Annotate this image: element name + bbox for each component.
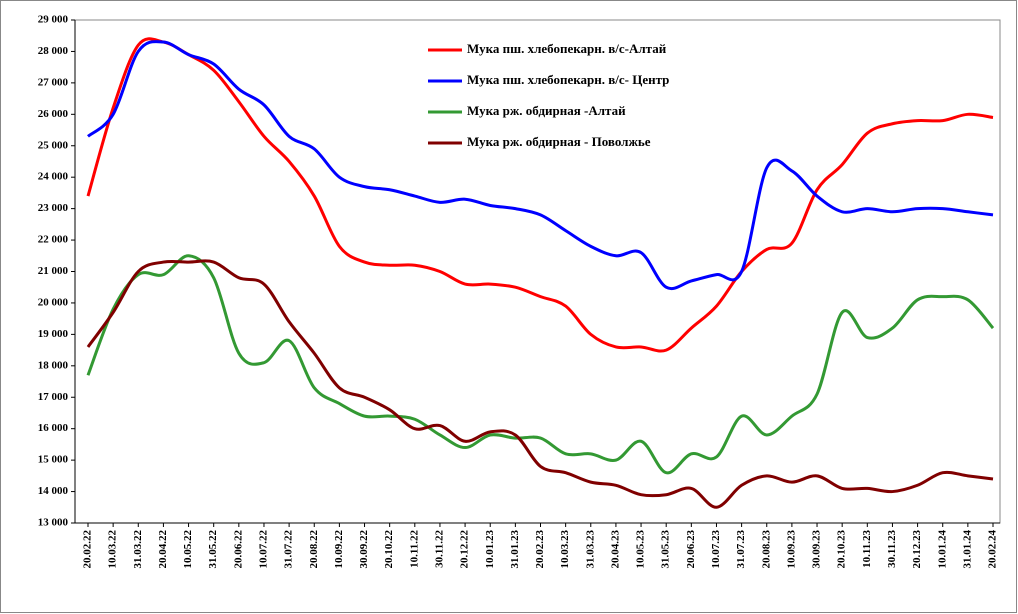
y-tick-label: 24 000 bbox=[38, 171, 69, 183]
x-tick-label: 31.01.23 bbox=[509, 530, 521, 569]
x-tick-label: 10.05.23 bbox=[635, 530, 647, 569]
x-tick-label: 20.06.22 bbox=[232, 530, 244, 569]
x-tick-label: 20.04.22 bbox=[157, 530, 169, 569]
x-tick-label: 20.12.23 bbox=[911, 530, 923, 569]
x-tick-label: 31.03.22 bbox=[132, 530, 144, 569]
x-tick-label: 10.09.23 bbox=[785, 530, 797, 569]
legend-label: Мука пш. хлебопекарн. в/с- Центр bbox=[467, 72, 669, 87]
x-tick-label: 31.07.22 bbox=[283, 530, 295, 569]
y-tick-label: 25 000 bbox=[38, 139, 69, 151]
y-tick-label: 19 000 bbox=[38, 328, 69, 340]
x-tick-label: 31.03.23 bbox=[584, 530, 596, 569]
x-tick-label: 30.11.22 bbox=[433, 530, 445, 568]
x-tick-label: 10.11.23 bbox=[861, 530, 873, 568]
y-tick-label: 17 000 bbox=[38, 391, 69, 403]
x-tick-label: 20.06.23 bbox=[685, 530, 697, 569]
y-tick-label: 22 000 bbox=[38, 234, 69, 246]
x-tick-label: 31.05.22 bbox=[207, 530, 219, 569]
x-tick-label: 31.05.23 bbox=[660, 530, 672, 569]
x-tick-label: 10.09.22 bbox=[333, 530, 345, 569]
y-tick-label: 15 000 bbox=[38, 454, 69, 466]
x-tick-label: 30.09.22 bbox=[358, 530, 370, 569]
x-tick-label: 20.12.22 bbox=[459, 530, 471, 569]
y-tick-label: 13 000 bbox=[38, 517, 69, 529]
y-tick-label: 28 000 bbox=[38, 45, 69, 57]
x-tick-label: 10.01.24 bbox=[936, 530, 948, 569]
legend-label: Мука рж. обдирная -Алтай bbox=[467, 103, 626, 118]
x-tick-label: 10.03.22 bbox=[107, 530, 119, 569]
series-line bbox=[86, 254, 995, 475]
legend-label: Мука рж. обдирная - Поволжье bbox=[467, 134, 651, 149]
x-tick-label: 10.07.22 bbox=[258, 530, 270, 569]
x-tick-label: 20.02.23 bbox=[534, 530, 546, 569]
x-tick-label: 20.04.23 bbox=[609, 530, 621, 569]
x-tick-label: 20.10.23 bbox=[836, 530, 848, 569]
x-tick-label: 10.11.22 bbox=[408, 530, 420, 568]
x-tick-label: 20.02.24 bbox=[987, 530, 999, 569]
y-tick-label: 23 000 bbox=[38, 202, 69, 214]
y-tick-label: 18 000 bbox=[38, 359, 69, 371]
series-line bbox=[86, 259, 994, 509]
x-tick-label: 10.05.22 bbox=[182, 530, 194, 569]
x-tick-label: 30.11.23 bbox=[886, 530, 898, 568]
y-tick-label: 26 000 bbox=[38, 108, 69, 120]
series-line bbox=[87, 40, 994, 291]
x-tick-label: 10.07.23 bbox=[710, 530, 722, 569]
y-tick-label: 14 000 bbox=[38, 485, 69, 497]
legend-label: Мука пш. хлебопекарн. в/с-Алтай bbox=[467, 41, 667, 56]
x-tick-label: 20.02.22 bbox=[82, 530, 94, 569]
x-tick-label: 10.03.23 bbox=[559, 530, 571, 569]
y-tick-label: 16 000 bbox=[38, 422, 69, 434]
x-tick-label: 31.01.24 bbox=[961, 530, 973, 569]
y-tick-label: 20 000 bbox=[38, 296, 69, 308]
x-tick-label: 20.08.22 bbox=[308, 530, 320, 569]
series-line bbox=[86, 37, 994, 353]
x-tick-label: 20.10.22 bbox=[383, 530, 395, 569]
x-tick-label: 10.01.23 bbox=[484, 530, 496, 569]
y-tick-label: 27 000 bbox=[38, 76, 69, 88]
x-tick-label: 20.08.23 bbox=[760, 530, 772, 569]
y-tick-label: 21 000 bbox=[38, 265, 69, 277]
x-tick-label: 31.07.23 bbox=[735, 530, 747, 569]
y-tick-label: 29 000 bbox=[38, 14, 69, 26]
x-tick-label: 30.09.23 bbox=[811, 530, 823, 569]
